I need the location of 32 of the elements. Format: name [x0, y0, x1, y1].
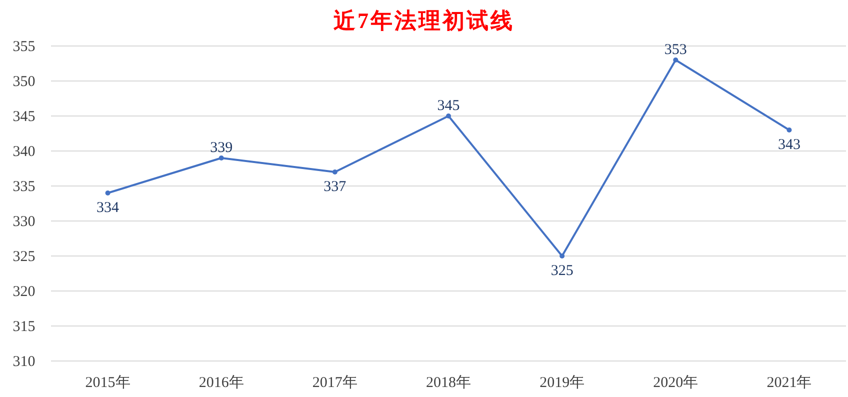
data-label: 353: [664, 42, 687, 58]
x-tick-label: 2016年: [198, 374, 244, 391]
data-label: 334: [96, 200, 120, 216]
point: [105, 190, 110, 196]
data-label: 325: [550, 263, 574, 279]
y-tick-label: 350: [12, 74, 36, 90]
y-tick-label: 310: [12, 354, 36, 370]
point: [332, 170, 338, 174]
y-tick-label: 345: [12, 109, 36, 125]
point: [786, 128, 792, 132]
point: [218, 156, 224, 160]
y-tick-label: 335: [12, 179, 36, 195]
data-label: 343: [778, 137, 800, 153]
data-label: 337: [324, 179, 347, 195]
x-tick-label: 2017年: [312, 374, 358, 391]
x-tick-label: 2020年: [653, 374, 698, 391]
y-tick-label: 340: [12, 144, 36, 160]
x-tick-label: 2018年: [426, 374, 471, 391]
y-tick-label: 315: [12, 319, 36, 335]
point: [673, 58, 678, 62]
x-tick-label: 2021年: [766, 374, 812, 391]
y-tick-label: 355: [12, 39, 36, 55]
x-tick-label: 2015年: [85, 374, 130, 391]
x-tick-label: 2019年: [540, 374, 585, 391]
y-tick-label: 325: [12, 249, 36, 265]
y-tick-label: 320: [12, 284, 36, 300]
point: [560, 254, 565, 258]
chart-title: 近7年法理初试线: [332, 8, 514, 33]
data-label: 345: [437, 98, 460, 114]
y-tick-label: 330: [12, 214, 36, 230]
data-label: 339: [210, 140, 233, 156]
point: [446, 114, 451, 118]
